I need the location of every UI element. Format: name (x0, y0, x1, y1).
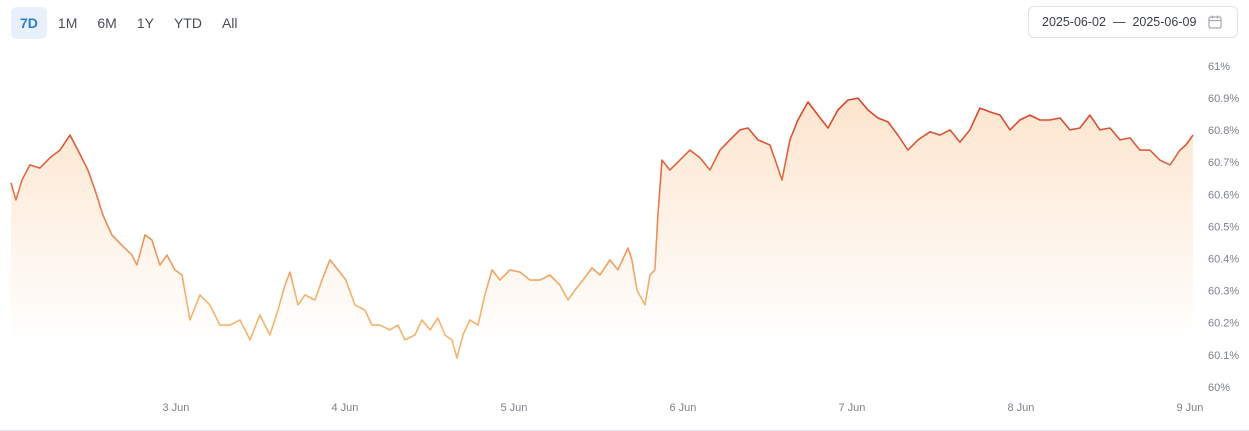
y-tick-label: 60.6% (1208, 189, 1239, 201)
range-button[interactable]: All (221, 15, 238, 31)
y-tick-label: 60.5% (1208, 221, 1239, 233)
range-button[interactable]: 7D (11, 7, 47, 39)
x-tick-label: 5 Jun (500, 402, 527, 414)
y-tick-label: 60.4% (1208, 254, 1239, 266)
y-tick-label: 60.1% (1208, 350, 1239, 362)
range-selector: 7D 1M 6M 1Y YTD All (11, 7, 247, 39)
range-button[interactable]: 6M (97, 15, 117, 31)
range-button[interactable]: 1Y (136, 15, 154, 31)
range-button[interactable]: YTD (173, 15, 202, 31)
x-tick-label: 9 Jun (1176, 402, 1203, 414)
y-tick-label: 61% (1208, 61, 1230, 73)
x-tick-label: 7 Jun (838, 402, 865, 414)
date-from: 2025-06-02 (1042, 15, 1106, 29)
date-separator: — (1112, 15, 1126, 29)
area-fill (11, 98, 1193, 388)
y-tick-label: 60.9% (1208, 93, 1239, 105)
y-tick-label: 60.7% (1208, 157, 1239, 169)
x-tick-label: 3 Jun (162, 402, 189, 414)
y-tick-label: 60% (1208, 382, 1230, 394)
price-line (10, 97, 1194, 359)
x-tick-label: 6 Jun (669, 402, 696, 414)
x-tick-label: 8 Jun (1007, 402, 1034, 414)
date-to: 2025-06-09 (1132, 15, 1197, 29)
date-range-picker[interactable]: 2025-06-02 — 2025-06-09 (1028, 6, 1238, 38)
range-button[interactable]: 1M (57, 15, 78, 31)
x-tick-label: 4 Jun (331, 402, 358, 414)
y-tick-label: 60.3% (1208, 286, 1239, 298)
calendar-icon (1208, 15, 1223, 29)
y-tick-label: 60.2% (1208, 318, 1239, 330)
y-tick-label: 60.8% (1208, 125, 1239, 137)
